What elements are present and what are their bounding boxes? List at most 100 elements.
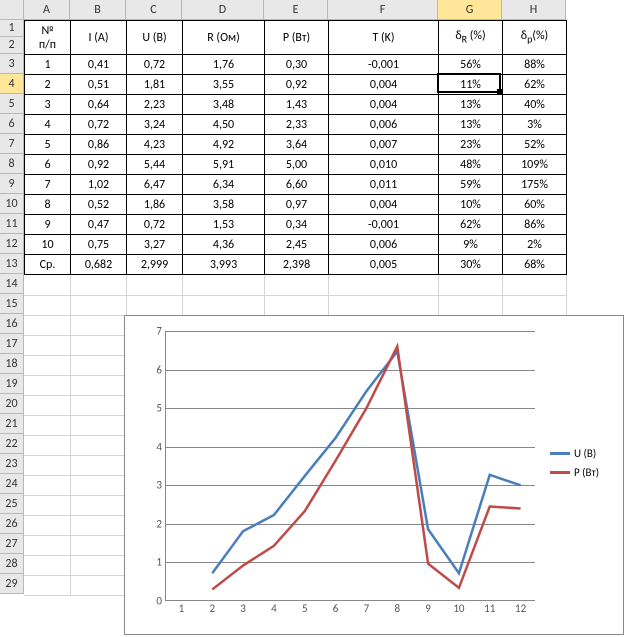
- row-header-25[interactable]: 25: [0, 494, 24, 514]
- row-header-5[interactable]: 5: [0, 94, 24, 114]
- row-header-17[interactable]: 17: [0, 334, 24, 354]
- cells-area[interactable]: №п/пI (A)U (B)R (Ом)P (Вт)T (K)δR (%)δp(…: [24, 20, 567, 596]
- th-4[interactable]: P (Вт): [265, 21, 329, 55]
- empty-cell[interactable]: [70, 515, 126, 535]
- cell-r11-cF[interactable]: -0,001: [329, 215, 439, 235]
- empty-cell[interactable]: [70, 395, 126, 415]
- cell-r4-cE[interactable]: 0,92: [265, 75, 329, 95]
- th-0[interactable]: №п/п: [25, 21, 71, 55]
- empty-cell[interactable]: [24, 535, 70, 555]
- empty-cell[interactable]: [70, 295, 126, 315]
- th-6[interactable]: δR (%): [439, 21, 503, 55]
- col-header-C[interactable]: C: [126, 0, 182, 20]
- empty-cell[interactable]: [24, 415, 70, 435]
- row-header-1[interactable]: 1: [0, 20, 24, 37]
- col-header-H[interactable]: H: [502, 0, 566, 20]
- cell-r9-cG[interactable]: 59%: [439, 175, 503, 195]
- cell-r7-cH[interactable]: 52%: [503, 135, 567, 155]
- cell-r5-cC[interactable]: 2,23: [127, 95, 183, 115]
- cell-r5-cE[interactable]: 1,43: [265, 95, 329, 115]
- cell-r9-cC[interactable]: 6,47: [127, 175, 183, 195]
- empty-cell[interactable]: [70, 555, 126, 575]
- row-header-21[interactable]: 21: [0, 414, 24, 434]
- row-header-6[interactable]: 6: [0, 114, 24, 134]
- cell-r4-cD[interactable]: 3,55: [183, 75, 265, 95]
- row-header-3[interactable]: 3: [0, 54, 24, 74]
- row-header-13[interactable]: 13: [0, 254, 24, 274]
- empty-cell[interactable]: [502, 275, 566, 295]
- cell-r11-cA[interactable]: 9: [25, 215, 71, 235]
- cell-r4-cA[interactable]: 2: [25, 75, 71, 95]
- row-header-10[interactable]: 10: [0, 194, 24, 214]
- empty-cell[interactable]: [438, 295, 502, 315]
- empty-cell[interactable]: [24, 355, 70, 375]
- row-header-16[interactable]: 16: [0, 314, 24, 334]
- cell-r10-cD[interactable]: 3,58: [183, 195, 265, 215]
- empty-cell[interactable]: [24, 575, 70, 595]
- cell-r8-cF[interactable]: 0,010: [329, 155, 439, 175]
- cell-r5-cG[interactable]: 13%: [439, 95, 503, 115]
- row-header-15[interactable]: 15: [0, 294, 24, 314]
- col-header-A[interactable]: A: [24, 0, 70, 20]
- row-header-12[interactable]: 12: [0, 234, 24, 254]
- cell-r12-cG[interactable]: 9%: [439, 235, 503, 255]
- cell-r5-cA[interactable]: 3: [25, 95, 71, 115]
- cell-r6-cA[interactable]: 4: [25, 115, 71, 135]
- cell-r3-cC[interactable]: 0,72: [127, 55, 183, 75]
- row-header-20[interactable]: 20: [0, 394, 24, 414]
- empty-cell[interactable]: [70, 475, 126, 495]
- cell-r9-cB[interactable]: 1,02: [71, 175, 127, 195]
- row-header-23[interactable]: 23: [0, 454, 24, 474]
- col-header-E[interactable]: E: [264, 0, 328, 20]
- cell-r11-cC[interactable]: 0,72: [127, 215, 183, 235]
- empty-cell[interactable]: [70, 455, 126, 475]
- cell-r11-cB[interactable]: 0,47: [71, 215, 127, 235]
- th-1[interactable]: I (A): [71, 21, 127, 55]
- empty-cell[interactable]: [24, 435, 70, 455]
- cell-r4-cB[interactable]: 0,51: [71, 75, 127, 95]
- cell-r8-cG[interactable]: 48%: [439, 155, 503, 175]
- cell-r7-cE[interactable]: 3,64: [265, 135, 329, 155]
- cell-r7-cB[interactable]: 0,86: [71, 135, 127, 155]
- cell-r8-cB[interactable]: 0,92: [71, 155, 127, 175]
- row-header-24[interactable]: 24: [0, 474, 24, 494]
- empty-cell[interactable]: [70, 275, 126, 295]
- cell-r13-cD[interactable]: 3,993: [183, 255, 265, 275]
- th-2[interactable]: U (B): [127, 21, 183, 55]
- row-header-9[interactable]: 9: [0, 174, 24, 194]
- cell-r10-cA[interactable]: 8: [25, 195, 71, 215]
- cell-r6-cF[interactable]: 0,006: [329, 115, 439, 135]
- row-header-26[interactable]: 26: [0, 514, 24, 534]
- empty-cell[interactable]: [182, 275, 264, 295]
- empty-cell[interactable]: [24, 515, 70, 535]
- empty-cell[interactable]: [24, 475, 70, 495]
- row-header-28[interactable]: 28: [0, 554, 24, 574]
- cell-r9-cH[interactable]: 175%: [503, 175, 567, 195]
- cell-r3-cB[interactable]: 0,41: [71, 55, 127, 75]
- cell-r10-cE[interactable]: 0,97: [265, 195, 329, 215]
- th-3[interactable]: R (Ом): [183, 21, 265, 55]
- row-header-8[interactable]: 8: [0, 154, 24, 174]
- cell-r3-cD[interactable]: 1,76: [183, 55, 265, 75]
- empty-cell[interactable]: [70, 575, 126, 595]
- row-header-19[interactable]: 19: [0, 374, 24, 394]
- cell-r3-cH[interactable]: 88%: [503, 55, 567, 75]
- cell-r10-cC[interactable]: 1,86: [127, 195, 183, 215]
- cell-r6-cB[interactable]: 0,72: [71, 115, 127, 135]
- empty-cell[interactable]: [24, 275, 70, 295]
- cell-r11-cH[interactable]: 86%: [503, 215, 567, 235]
- empty-cell[interactable]: [24, 555, 70, 575]
- row-header-29[interactable]: 29: [0, 574, 24, 594]
- cell-r12-cH[interactable]: 2%: [503, 235, 567, 255]
- cell-r4-cG[interactable]: 11%: [439, 75, 503, 95]
- cell-r10-cH[interactable]: 60%: [503, 195, 567, 215]
- empty-cell[interactable]: [24, 295, 70, 315]
- cell-r4-cH[interactable]: 62%: [503, 75, 567, 95]
- cell-r5-cH[interactable]: 40%: [503, 95, 567, 115]
- col-header-G[interactable]: G: [438, 0, 502, 20]
- row-header-11[interactable]: 11: [0, 214, 24, 234]
- cell-r11-cE[interactable]: 0,34: [265, 215, 329, 235]
- empty-cell[interactable]: [328, 275, 438, 295]
- row-header-14[interactable]: 14: [0, 274, 24, 294]
- empty-cell[interactable]: [70, 415, 126, 435]
